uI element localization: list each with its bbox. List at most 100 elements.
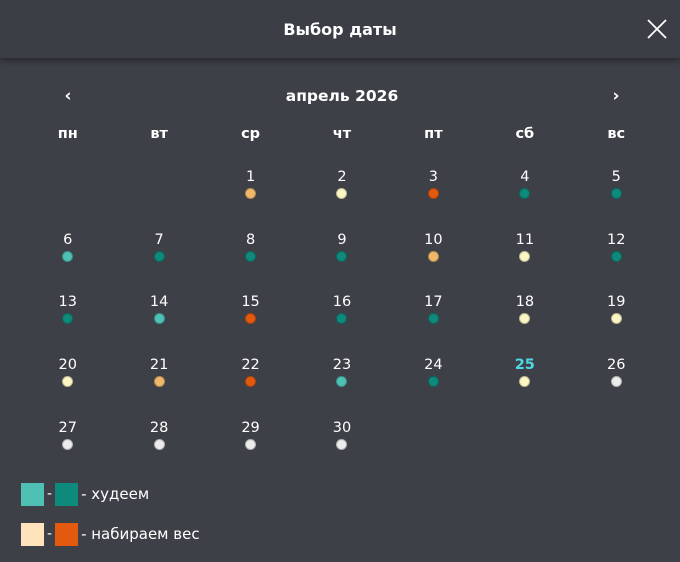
day-status-dot [336,376,348,388]
legend: - - худеем - - набираем вес [21,482,200,562]
day-cell[interactable]: 11 [479,229,570,292]
day-number: 17 [424,294,443,311]
day-status-dot [62,313,74,325]
day-number: 13 [58,294,77,311]
day-cell[interactable]: 7 [113,229,204,292]
day-cell[interactable]: 25 [479,354,570,417]
day-cell[interactable]: 10 [388,229,479,292]
day-number: 3 [428,169,439,185]
day-cell[interactable]: 19 [571,291,662,354]
day-status-dot [427,376,439,388]
day-cell[interactable]: 27 [22,417,113,480]
legend-gain-separator: - [47,526,53,542]
month-navigation: ‹ апрель 2026 › [22,84,662,108]
day-status-dot [519,188,531,199]
day-status-dot [62,250,74,262]
prev-month-button[interactable]: ‹ [64,86,72,106]
day-empty [22,166,113,229]
days-grid: 1 2 3 4 5 6 7 8 9 10 11 12 13 14 15 16 17 18 19 20 21 22 23 24 2… [22,166,662,479]
weekday-sun: вс [607,126,626,142]
day-status-dot [336,250,348,262]
day-status-dot [610,250,622,262]
next-month-button[interactable]: › [612,86,620,106]
day-cell[interactable]: 16 [296,291,387,354]
day-status-dot [336,438,348,450]
weekday-sat: сб [515,126,535,142]
day-number: 2 [337,169,347,185]
day-cell[interactable]: 20 [22,354,113,417]
day-status-dot [245,250,257,262]
day-status-dot [245,313,257,325]
day-cell[interactable]: 8 [205,229,296,292]
day-status-dot [62,376,74,388]
legend-lose: - - худеем [21,482,200,506]
day-status-dot [427,188,439,199]
day-cell[interactable]: 13 [22,291,113,354]
day-cell[interactable]: 23 [296,354,387,417]
day-status-dot [62,438,74,450]
day-cell[interactable]: 5 [571,166,662,229]
day-number: 21 [149,357,169,374]
day-cell[interactable]: 18 [479,291,570,354]
day-number: 19 [607,294,626,311]
day-number: 1 [245,169,256,185]
day-number: 12 [607,231,626,248]
day-number: 8 [245,231,256,248]
weekday-thu: чт [332,126,352,142]
day-status-dot [153,313,165,325]
day-status-dot [610,188,622,199]
day-number: 24 [424,357,443,374]
weekday-wed: ср [241,126,261,142]
day-status-dot [610,313,622,325]
legend-lose-light-swatch [21,482,44,506]
legend-lose-dark-swatch [55,482,79,506]
day-number: 28 [149,419,169,436]
day-cell[interactable]: 9 [296,229,387,292]
dialog-title: Выбор даты [283,19,397,39]
day-empty [113,166,204,229]
dialog-header: Выбор даты [0,0,680,58]
day-number: 26 [607,357,626,374]
day-cell[interactable]: 3 [388,166,479,229]
day-number: 16 [332,294,352,311]
day-status-dot [519,250,531,262]
day-number: 5 [611,169,621,185]
day-number: 30 [332,419,352,436]
legend-lose-label: - худеем [81,485,150,503]
day-cell[interactable]: 6 [22,229,113,292]
legend-gain: - - набираем вес [21,522,200,546]
day-number: 25 [514,357,535,374]
weekday-header: пн вт ср чт пт сб вс [22,123,662,145]
day-cell[interactable]: 29 [205,417,296,480]
close-button[interactable] [644,16,670,42]
day-cell[interactable]: 30 [296,417,387,480]
day-cell[interactable]: 1 [205,166,296,229]
weekday-tue: вт [150,126,168,142]
day-cell[interactable]: 24 [388,354,479,417]
day-cell[interactable]: 14 [113,291,204,354]
day-cell[interactable]: 4 [479,166,570,229]
weekday-fri: пт [424,126,443,142]
legend-lose-separator: - [47,486,53,502]
day-cell[interactable]: 22 [205,354,296,417]
day-number: 23 [332,357,352,374]
day-cell[interactable]: 15 [205,291,296,354]
day-cell[interactable]: 12 [571,229,662,292]
day-number: 27 [58,419,77,436]
day-status-dot [336,313,348,325]
day-status-dot [427,313,439,325]
day-number: 14 [149,294,169,311]
day-status-dot [245,376,257,388]
day-cell[interactable]: 2 [296,166,387,229]
legend-gain-light-swatch [21,522,44,546]
day-cell[interactable]: 21 [113,354,204,417]
legend-gain-label: - набираем вес [81,525,200,543]
day-cell[interactable]: 26 [571,354,662,417]
day-cell[interactable]: 17 [388,291,479,354]
legend-gain-dark-swatch [55,522,79,546]
day-cell[interactable]: 28 [113,417,204,480]
day-number: 18 [515,294,535,311]
month-label: апрель 2026 [285,87,399,105]
day-status-dot [153,250,165,262]
